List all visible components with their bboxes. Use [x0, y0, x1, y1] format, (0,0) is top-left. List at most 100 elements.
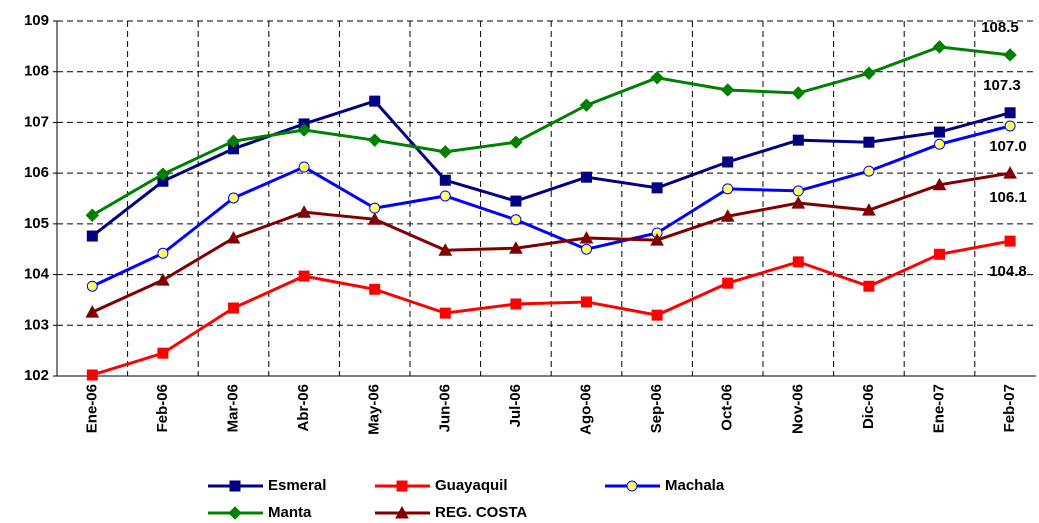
y-tick-label: 109	[24, 12, 49, 29]
series	[85, 40, 1017, 222]
marker	[863, 136, 875, 148]
marker	[863, 165, 875, 177]
marker	[581, 296, 592, 308]
x-tick-label: Feb-06	[154, 384, 171, 432]
x-tick-label: Abr-06	[295, 384, 312, 432]
marker	[228, 192, 239, 204]
marker	[722, 156, 734, 168]
series	[85, 166, 1017, 318]
marker	[297, 123, 311, 137]
marker	[650, 233, 664, 246]
marker	[863, 280, 875, 292]
x-tick-label: Ene-06	[83, 384, 100, 433]
marker	[581, 171, 592, 183]
legend-item: Esmeral	[208, 477, 326, 494]
marker	[86, 230, 98, 242]
legend-label: Manta	[268, 504, 312, 521]
marker	[581, 243, 592, 255]
marker	[626, 480, 638, 492]
marker	[226, 231, 241, 244]
marker	[229, 480, 241, 492]
series-line	[91, 239, 1011, 377]
marker	[722, 277, 734, 289]
marker	[934, 126, 945, 138]
y-tick-label: 108	[24, 63, 49, 80]
marker	[439, 190, 451, 202]
marker	[579, 231, 594, 244]
x-tick-label: Oct-06	[719, 384, 736, 431]
y-tick-label: 107	[24, 113, 49, 130]
legend-label: Guayaquil	[435, 477, 508, 494]
marker	[369, 283, 381, 295]
legend-label: Machala	[665, 477, 725, 494]
marker	[651, 309, 663, 321]
marker	[439, 307, 451, 319]
annotation: 108.5	[981, 19, 1019, 36]
marker	[932, 40, 947, 54]
marker	[934, 248, 945, 260]
marker	[1004, 235, 1016, 247]
marker	[156, 273, 170, 286]
y-tick-label: 104	[24, 266, 50, 283]
x-tick-label: Feb-07	[1001, 384, 1018, 432]
legend-item: Guayaquil	[375, 477, 508, 494]
marker	[509, 241, 523, 254]
x-tick-label: Ago-06	[577, 384, 594, 435]
y-tick-label: 102	[24, 367, 49, 384]
x-tick-label: Jul-06	[507, 384, 524, 427]
marker	[862, 66, 876, 80]
marker	[509, 135, 523, 149]
marker	[438, 243, 453, 256]
marker	[85, 208, 100, 222]
marker	[722, 183, 734, 195]
marker	[1004, 120, 1016, 132]
marker	[439, 174, 451, 186]
marker	[792, 134, 804, 146]
marker	[792, 185, 804, 197]
marker	[934, 138, 945, 150]
marker	[720, 209, 735, 222]
x-tick-label: Ene-07	[930, 384, 947, 433]
marker	[157, 247, 169, 259]
x-tick-label: May-06	[366, 384, 383, 435]
marker	[650, 71, 664, 85]
marker	[396, 480, 408, 492]
marker	[228, 506, 242, 520]
marker	[369, 202, 381, 214]
legend-item: REG. COSTA	[375, 504, 527, 521]
series-line	[91, 45, 1011, 217]
marker	[862, 203, 876, 216]
legend-item: Machala	[605, 477, 725, 494]
series-line	[91, 124, 1011, 288]
marker	[86, 280, 98, 292]
series-line	[91, 99, 1011, 238]
legend-item: Manta	[208, 504, 312, 521]
series-line	[91, 171, 1011, 314]
marker	[298, 270, 310, 282]
y-tick-label: 105	[24, 215, 49, 232]
marker	[651, 182, 663, 194]
x-tick-label: Sep-06	[648, 384, 665, 433]
marker	[395, 505, 409, 519]
annotation: 106.1	[989, 189, 1027, 206]
y-tick-label: 106	[24, 164, 49, 181]
marker	[791, 86, 806, 100]
marker	[438, 145, 453, 159]
annotation: 104.8	[989, 263, 1027, 280]
x-tick-label: Mar-06	[224, 384, 241, 432]
x-tick-label: Jun-06	[436, 384, 453, 432]
marker	[297, 205, 311, 218]
marker	[156, 167, 170, 181]
marker	[85, 305, 100, 318]
y-tick-label: 103	[24, 316, 49, 333]
marker	[510, 195, 522, 207]
marker	[792, 256, 804, 268]
x-tick-label: Nov-06	[789, 384, 806, 434]
marker	[228, 302, 239, 314]
marker	[367, 133, 382, 147]
marker	[791, 196, 806, 209]
marker	[510, 214, 522, 226]
marker	[1003, 166, 1017, 179]
